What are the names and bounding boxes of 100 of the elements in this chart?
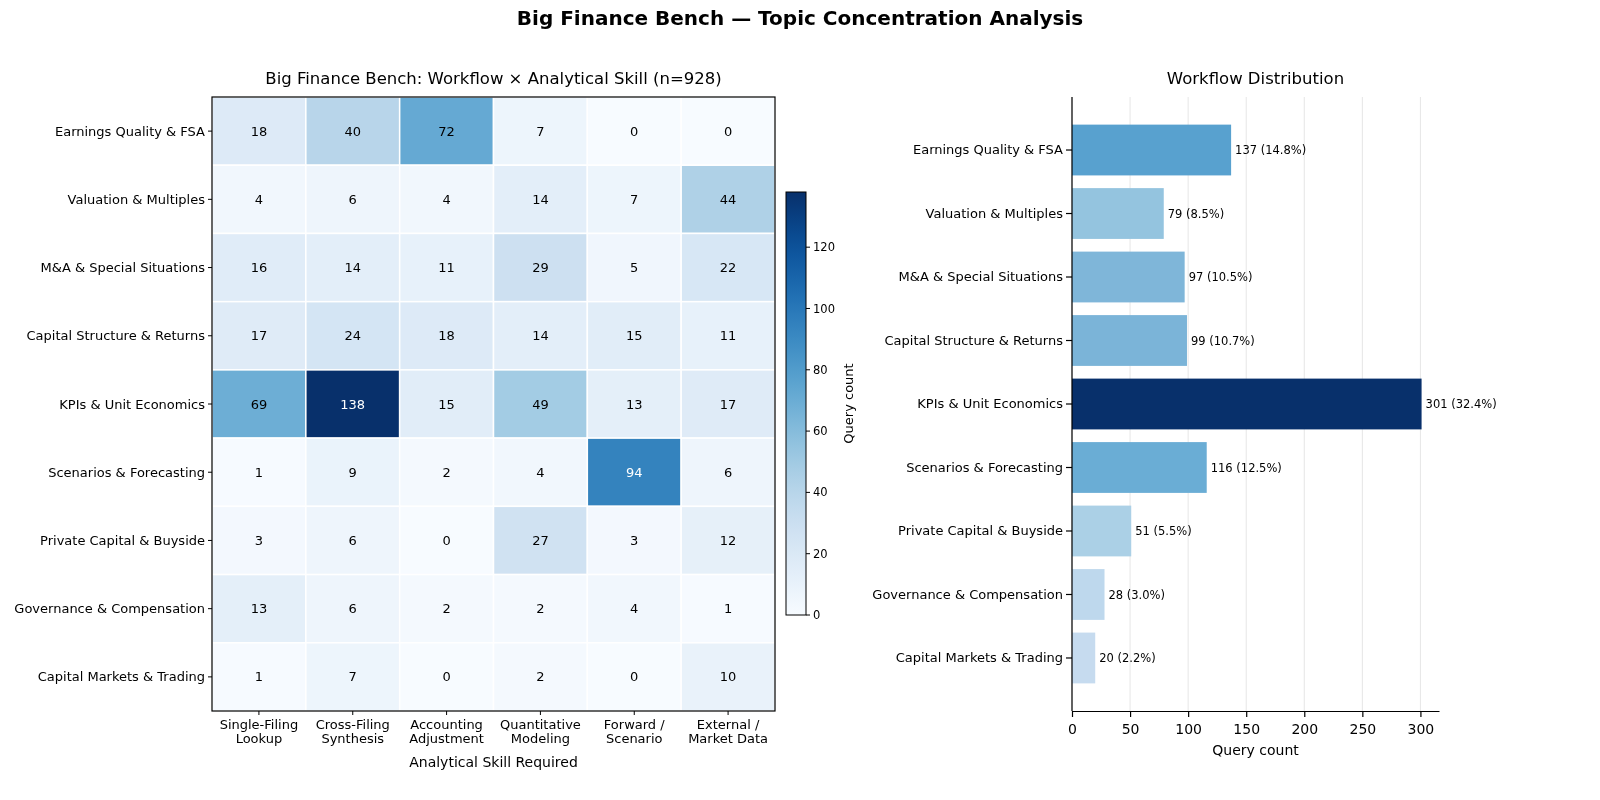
x-tick-label: Single-Filing Lookup (219, 717, 299, 746)
data-label: 12 (719, 532, 737, 548)
x-tick-label: 100 (1175, 721, 1203, 737)
data-label: 4 (536, 464, 545, 480)
data-label: 6 (348, 601, 357, 617)
y-tick-label: Governance & Compensation (14, 601, 205, 617)
data-label: 0 (442, 669, 451, 685)
data-label: 4 (442, 191, 451, 207)
color-bar-label: 80 (813, 362, 828, 377)
y-tick-label: Valuation & Multiples (67, 191, 206, 207)
data-label: 7 (630, 191, 639, 207)
y-tick-label: KPIs & Unit Economics (917, 396, 1064, 412)
data-label: 17 (719, 396, 737, 412)
x-axis-title: Query count (1212, 742, 1300, 758)
data-label: 18 (250, 123, 268, 139)
data-label: 29 (532, 260, 549, 276)
data-label: 40 (344, 123, 362, 139)
color-bar-label: 0 (813, 608, 821, 623)
data-label: 3 (254, 532, 264, 548)
data-label: 69 (250, 396, 268, 412)
color-bar-label: 60 (813, 424, 828, 439)
y-tick-label: KPIs & Unit Economics (59, 396, 206, 412)
data-label: 6 (348, 191, 357, 207)
x-tick-label: Cross-Filing Synthesis (315, 717, 390, 746)
data-label: 116 (12.5%) (1210, 460, 1282, 475)
x-tick-label: 150 (1233, 721, 1261, 737)
data-label: 11 (438, 260, 455, 276)
x-tick-label: Forward / Scenario (603, 717, 666, 746)
data-label: 13 (250, 601, 268, 617)
data-label: 0 (630, 123, 639, 139)
color-bar-label: 20 (813, 546, 828, 561)
data-label: 15 (625, 328, 643, 344)
data-label: 301 (32.4%) (1425, 397, 1497, 412)
data-label: 1 (254, 669, 264, 685)
data-label: 13 (625, 396, 643, 412)
y-tick-label: Capital Markets & Trading (37, 669, 205, 685)
y-tick-label: Capital Structure & Returns (26, 328, 206, 344)
data-label: 0 (630, 669, 639, 685)
bar (1072, 632, 1096, 684)
data-label: 138 (340, 396, 366, 412)
data-label: 97 (10.5%) (1188, 270, 1253, 285)
data-label: 28 (3.0%) (1108, 587, 1165, 602)
data-label: 7 (536, 123, 545, 139)
y-tick-label: Capital Structure & Returns (884, 332, 1064, 348)
data-label: 6 (723, 464, 733, 480)
data-label: 2 (536, 601, 545, 617)
y-tick-label: Earnings Quality & FSA (912, 142, 1064, 158)
data-label: 94 (625, 464, 643, 480)
y-tick-label: Private Capital & Buyside (898, 523, 1063, 539)
data-label: 14 (344, 260, 362, 276)
color-bar-title: Query count (841, 363, 856, 444)
data-label: 137 (14.8%) (1235, 143, 1307, 158)
data-label: 16 (250, 260, 268, 276)
y-tick-label: Governance & Compensation (872, 586, 1063, 602)
y-tick-label: Capital Markets & Trading (895, 650, 1063, 666)
data-label: 44 (719, 191, 737, 207)
y-tick-label: Valuation & Multiples (925, 205, 1064, 221)
data-label: 20 (2.2%) (1099, 651, 1156, 666)
data-label: 72 (438, 123, 455, 139)
bar (1072, 378, 1422, 430)
x-tick-label: 250 (1349, 721, 1377, 737)
x-tick-label: 50 (1121, 721, 1140, 737)
data-label: 6 (348, 532, 357, 548)
x-tick-label: 300 (1407, 721, 1435, 737)
color-bar-label: 100 (813, 301, 835, 316)
bar (1072, 124, 1232, 176)
data-label: 3 (630, 532, 639, 548)
y-tick-label: Private Capital & Buyside (40, 532, 205, 548)
data-label: 4 (630, 601, 639, 617)
data-label: 14 (532, 191, 549, 207)
data-label: 14 (532, 328, 549, 344)
data-label: 18 (438, 328, 455, 344)
data-label: 0 (723, 123, 733, 139)
data-label: 99 (10.7%) (1190, 333, 1255, 348)
data-label: 17 (250, 328, 268, 344)
text: Big Finance Bench — Topic Concentration Analysis (516, 6, 1084, 30)
bar (1072, 569, 1105, 620)
y-tick-label: M&A & Special Situations (40, 260, 206, 276)
x-tick-label: Quantitative Modeling (499, 717, 581, 746)
data-label: 1 (254, 464, 264, 480)
x-tick-label: 200 (1291, 721, 1319, 737)
y-tick-label: Scenarios & Forecasting (906, 459, 1063, 475)
x-axis-title: Analytical Skill Required (409, 754, 578, 770)
y-tick-label: Earnings Quality & FSA (54, 123, 206, 139)
data-label: 0 (442, 532, 451, 548)
chart-title: Workflow Distribution (1166, 69, 1345, 88)
bar (1072, 442, 1207, 493)
data-label: 22 (719, 260, 737, 276)
data-label: 1 (723, 601, 733, 617)
data-label: 79 (8.5%) (1167, 206, 1225, 221)
data-label: 24 (344, 328, 362, 344)
data-label: 9 (348, 464, 357, 480)
data-label: 10 (719, 669, 737, 685)
data-label: 15 (438, 396, 455, 412)
data-label: 27 (532, 532, 549, 548)
x-tick-label: Accounting Adjustment (409, 717, 484, 746)
color-bar-label: 40 (813, 485, 828, 500)
x-tick-label: 0 (1068, 721, 1077, 737)
data-label: 51 (5.5%) (1135, 524, 1192, 539)
data-label: 5 (630, 260, 639, 276)
